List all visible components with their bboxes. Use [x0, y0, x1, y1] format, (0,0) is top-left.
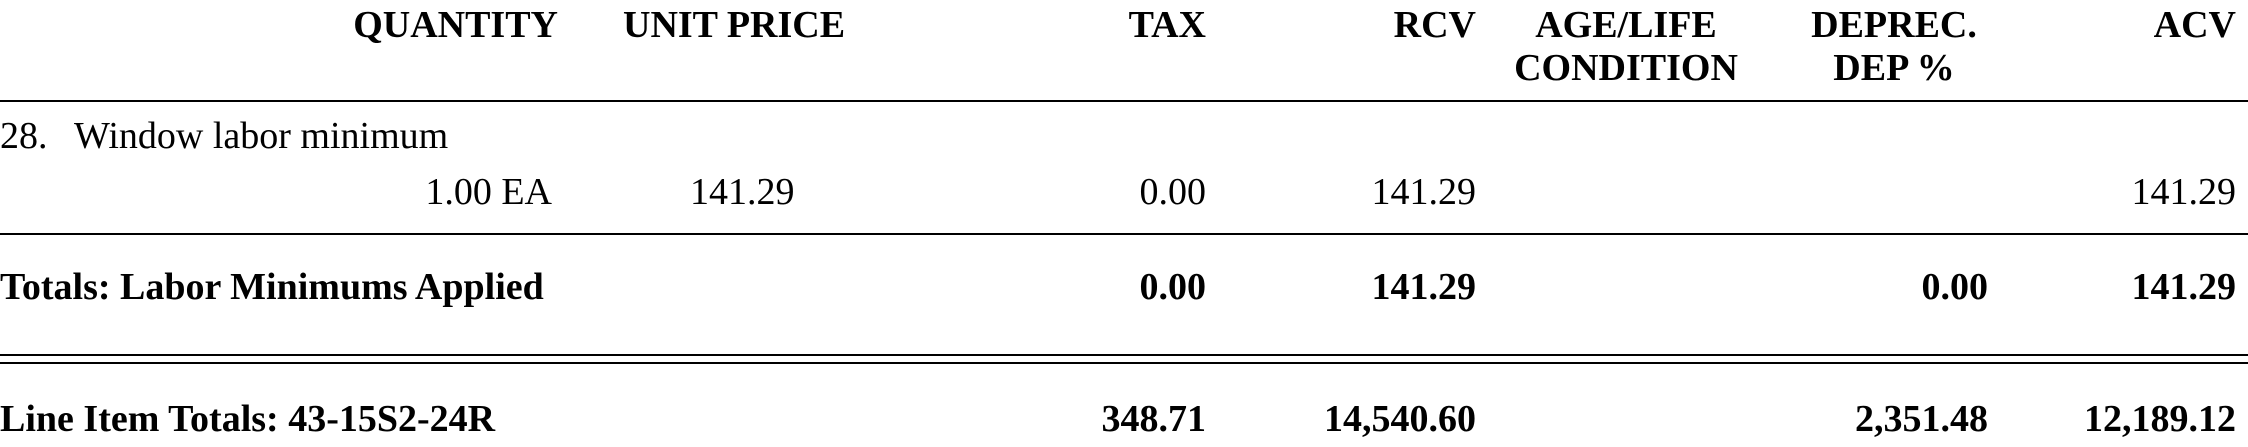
line-item-totals-rcv: 14,540.60	[1324, 398, 1476, 440]
line-item-totals-acv: 12,189.12	[2084, 398, 2236, 440]
totals-double-rule-bottom	[0, 362, 2248, 364]
group-totals-tax: 0.00	[1139, 266, 1207, 308]
line-item-tax: 0.00	[1139, 171, 1207, 213]
group-totals-deprec: 0.00	[1921, 266, 1989, 308]
group-totals-acv: 141.29	[2131, 266, 2237, 308]
line-item-number: 28.	[0, 115, 48, 157]
header-deprec: DEPREC.	[1811, 4, 1977, 46]
totals-double-rule-top	[0, 354, 2248, 356]
header-dep-pct: DEP %	[1833, 47, 1955, 89]
group-totals-rcv: 141.29	[1371, 266, 1477, 308]
line-item-description: Window labor minimum	[74, 115, 449, 157]
header-age-life: AGE/LIFE	[1535, 4, 1717, 46]
line-item-totals-tax: 348.71	[1101, 398, 1207, 440]
header-divider	[0, 100, 2248, 102]
header-rcv: RCV	[1393, 4, 1476, 46]
header-condition: CONDITION	[1514, 47, 1738, 89]
line-item-rcv: 141.29	[1371, 171, 1477, 213]
line-item-totals-label: Line Item Totals: 43-15S2-24R	[0, 398, 496, 440]
line-item-quantity: 1.00 EA	[425, 171, 552, 213]
line-item-unit-price: 141.29	[690, 171, 795, 213]
header-unit-price: UNIT PRICE	[623, 4, 846, 46]
group-totals-label: Totals: Labor Minimums Applied	[0, 266, 544, 308]
header-tax: TAX	[1128, 4, 1206, 46]
header-acv: ACV	[2153, 4, 2236, 46]
line-item-divider	[0, 233, 2248, 235]
header-quantity: QUANTITY	[353, 4, 558, 46]
line-item-acv: 141.29	[2131, 171, 2237, 213]
line-item-totals-deprec: 2,351.48	[1855, 398, 1988, 440]
